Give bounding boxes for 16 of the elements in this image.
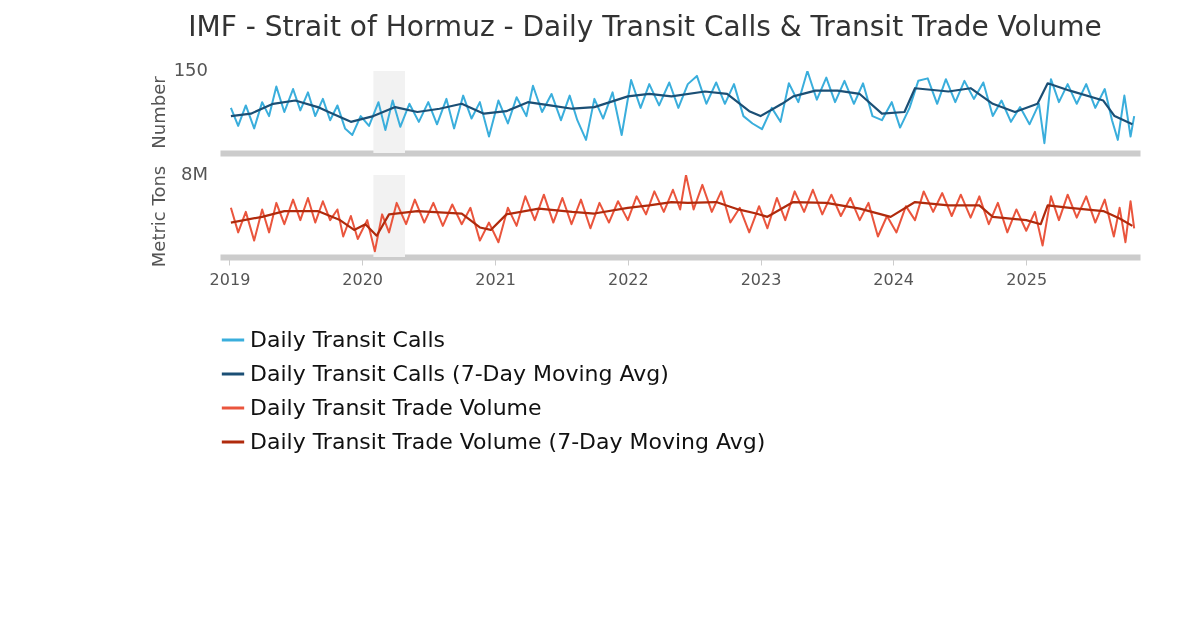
- x-tick-label: 2025: [1006, 269, 1048, 289]
- x-tick-label: 2023: [740, 269, 782, 289]
- x-tick-label: 2021: [475, 269, 517, 289]
- x-tick-label: 2024: [873, 269, 915, 289]
- y-axis-title: Number: [147, 75, 169, 149]
- y-axis-title: Metric Tons: [147, 165, 169, 268]
- x-tick-label: 2019: [209, 269, 251, 289]
- text: 150: [173, 59, 208, 80]
- text: 8M: [181, 163, 208, 184]
- x-tick-label: 2022: [607, 269, 649, 289]
- legend-label: Daily Transit Trade Volume (7-Day Moving Avg): [250, 429, 766, 454]
- legend-label: Daily Transit Calls (7-Day Moving Avg): [250, 361, 669, 386]
- x-tick-label: 2020: [342, 269, 383, 289]
- legend-label: Daily Transit Calls: [250, 327, 446, 352]
- chart-title: IMF - Strait of Hormuz - Daily Transit Calls & Transit Trade Volume: [188, 10, 1102, 43]
- legend-label: Daily Transit Trade Volume: [250, 395, 542, 420]
